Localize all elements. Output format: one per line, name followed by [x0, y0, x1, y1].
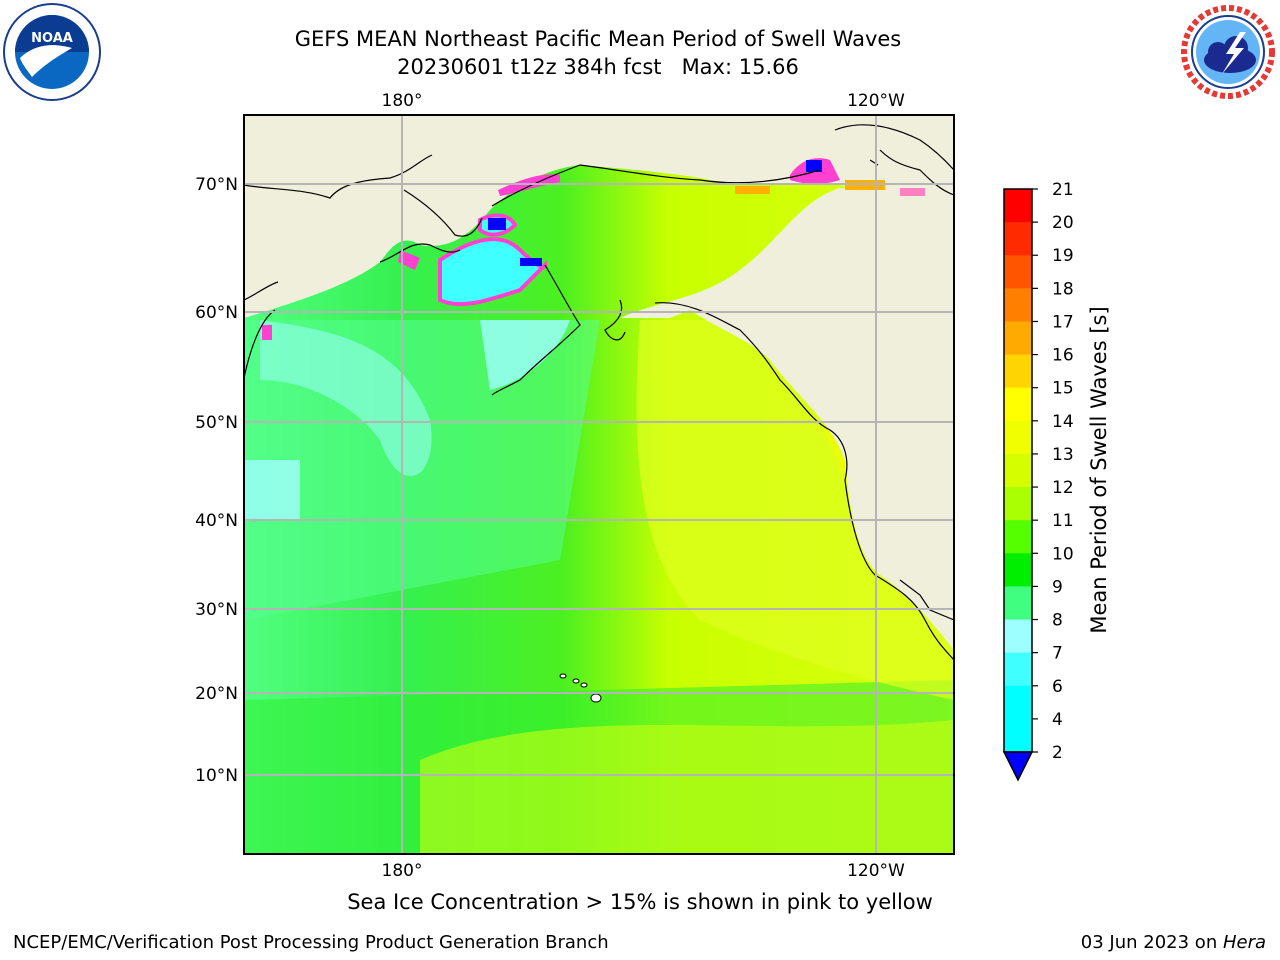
- svg-text:NOAA: NOAA: [31, 31, 73, 46]
- colorbar-tick-label: 8: [1052, 611, 1063, 631]
- footer-date: 03 Jun 2023 on Hera: [1081, 932, 1266, 953]
- colorbar-tick-label: 13: [1052, 445, 1074, 465]
- lat-label-10n: 10°N: [195, 766, 238, 786]
- colorbar-tick-label: 20: [1052, 213, 1074, 233]
- colorbar-tick-label: 12: [1052, 478, 1074, 498]
- nws-logo: [1180, 4, 1276, 100]
- colorbar-tick-label: 21: [1052, 180, 1074, 200]
- colorbar-segment: [1004, 420, 1032, 455]
- sea-ice: [262, 158, 925, 340]
- colorbar-segment: [1004, 255, 1032, 289]
- map-frame: [243, 114, 955, 855]
- colorbar-tick-label: 14: [1052, 412, 1074, 432]
- colorbar-tick-label: 18: [1052, 279, 1074, 299]
- colorbar-label: Mean Period of Swell Waves [s]: [1087, 306, 1111, 633]
- colorbar-extend-arrow: [1002, 751, 1034, 782]
- lon-label-top-120w: 120°W: [847, 91, 905, 111]
- lat-label-70n: 70°N: [195, 175, 238, 195]
- colorbar-segment: [1004, 189, 1032, 223]
- colorbar-segment: [1004, 321, 1032, 356]
- colorbar-tick-label: 15: [1052, 379, 1074, 399]
- colorbar-segment: [1004, 718, 1032, 753]
- lat-label-50n: 50°N: [195, 413, 238, 433]
- lon-label-top-180: 180°: [382, 91, 423, 111]
- colorbar-segment: [1004, 387, 1032, 422]
- colorbar-segment: [1004, 553, 1032, 587]
- colorbar-tick-label: 16: [1052, 346, 1074, 366]
- colorbar-segment: [1004, 453, 1032, 488]
- colorbar-tick-label: 19: [1052, 246, 1074, 266]
- land: [244, 115, 954, 650]
- noaa-logo: NOAA: [3, 3, 101, 101]
- footer-host: Hera: [1222, 932, 1266, 953]
- colorbar-segment: [1004, 222, 1032, 256]
- lon-label-bottom-120w: 120°W: [847, 861, 905, 881]
- colorbar-tick-label: 2: [1052, 743, 1063, 763]
- colorbar-segment: [1004, 619, 1032, 654]
- colorbar-tick-label: 17: [1052, 312, 1074, 332]
- colorbar-tick-label: 4: [1052, 710, 1063, 730]
- colorbar-tick-label: 6: [1052, 677, 1063, 697]
- colorbar-segment: [1004, 586, 1032, 621]
- colorbar-tick-label: 10: [1052, 544, 1074, 564]
- colorbar-tick-label: 7: [1052, 644, 1063, 664]
- sea-ice-note: Sea Ice Concentration > 15% is shown in …: [347, 890, 933, 914]
- colorbar-frame: [1003, 188, 1033, 753]
- hawaii-islands: [559, 673, 602, 703]
- colorbar-segment: [1004, 652, 1032, 687]
- colorbar-segment: [1004, 487, 1032, 521]
- colorbar-segment: [1004, 685, 1032, 720]
- footer-date-text: 03 Jun 2023 on: [1080, 932, 1223, 953]
- colorbar-tick-label: 11: [1052, 511, 1074, 531]
- lat-label-40n: 40°N: [195, 511, 238, 531]
- footer-credit: NCEP/EMC/Verification Post Processing Pr…: [13, 932, 609, 953]
- colorbar: 21 20 19 18 17 16 15 14 13 12 11 10 9 8 7 6 4 2: [1002, 180, 1074, 782]
- lat-label-60n: 60°N: [195, 303, 238, 323]
- colorbar-tick-label: 9: [1052, 577, 1063, 597]
- gridlines: [244, 115, 954, 854]
- chart-title: GEFS MEAN Northeast Pacific Mean Period …: [294, 27, 902, 51]
- lon-label-bottom-180: 180°: [382, 861, 423, 881]
- lat-label-20n: 20°N: [195, 684, 238, 704]
- colorbar-segment: [1004, 354, 1032, 389]
- colorbar-segment: [1004, 288, 1032, 322]
- colorbar-segment: [1004, 520, 1032, 554]
- lat-label-30n: 30°N: [195, 600, 238, 620]
- chart-subtitle: 20230601 t12z 384h fcst Max: 15.66: [397, 55, 799, 79]
